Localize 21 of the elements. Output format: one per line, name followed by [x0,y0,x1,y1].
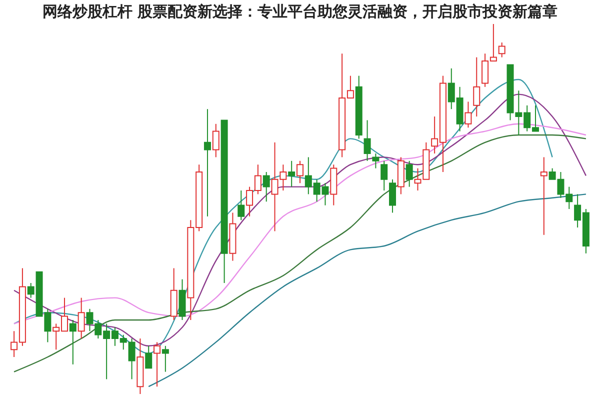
candlestick [406,160,413,188]
candlestick [204,108,211,217]
candlestick [288,160,296,188]
candlestick [162,345,169,372]
candlestick [238,190,245,221]
chart-title: 网络炒股杠杆 股票配资新选择：专业平台助您灵活融资，开启股市投资新篇章 [42,2,558,20]
candlestick [372,153,380,169]
candlestick [69,320,76,365]
candlestick [145,345,152,369]
candlestick [296,160,304,184]
candlestick [540,156,548,236]
candlestick [262,172,270,202]
candlestick [364,120,371,162]
candlestick [389,178,396,214]
candlestick [212,123,220,158]
candlestick [380,160,388,191]
candlestick [154,342,161,388]
candlestick [473,56,480,117]
candlestick [464,101,472,128]
candlestick [498,42,506,58]
candlestick [78,297,85,339]
